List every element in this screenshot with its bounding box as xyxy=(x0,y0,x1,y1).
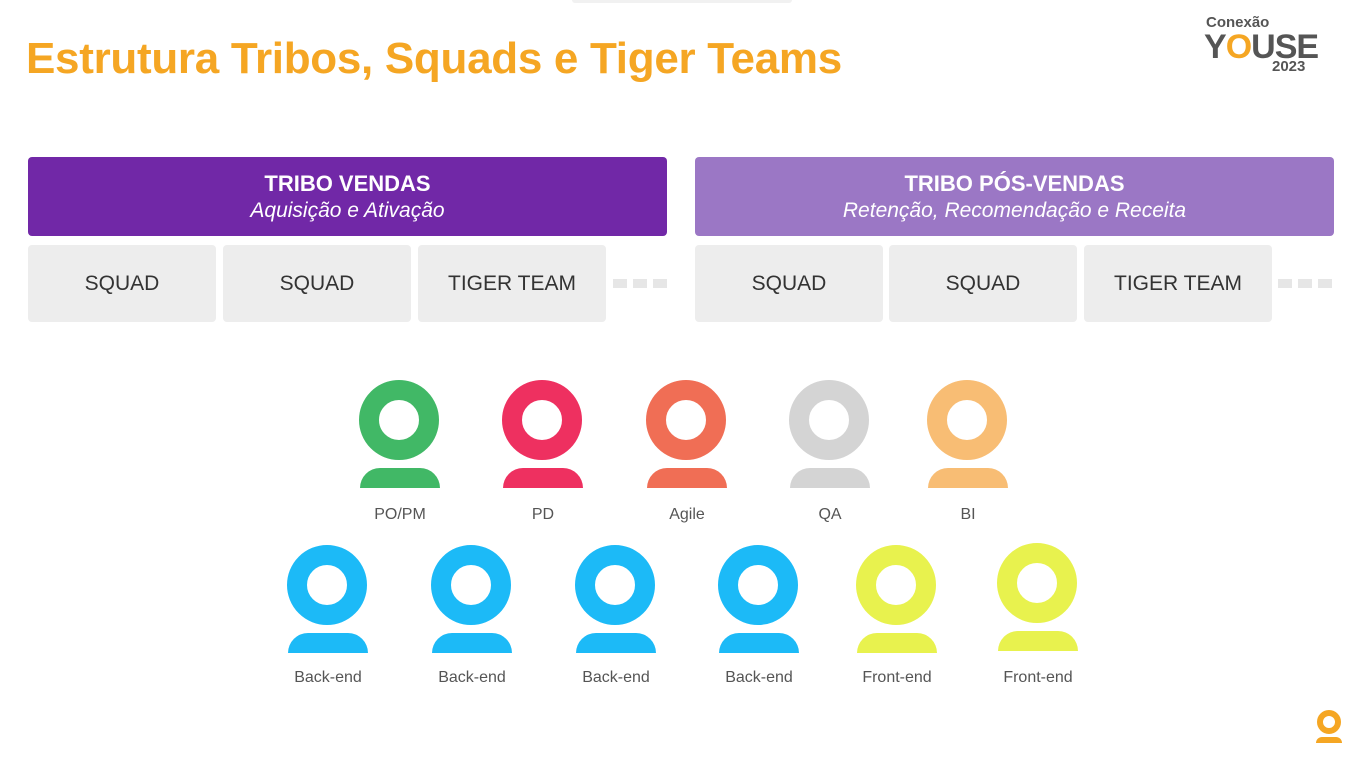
logo-year: 2023 xyxy=(1272,58,1306,75)
person-body-icon xyxy=(503,468,583,488)
squad-box: SQUAD xyxy=(889,245,1077,322)
youse-person-logo-icon xyxy=(1316,710,1342,744)
person-head-icon xyxy=(789,380,869,460)
logo-conexao-text: Conexão xyxy=(1206,14,1270,31)
role-label: QA xyxy=(818,506,842,523)
tiger-team-box: TIGER TEAM xyxy=(1084,245,1272,322)
squad-box: SQUAD xyxy=(223,245,411,322)
person-head-icon xyxy=(287,545,367,625)
more-teams-ellipsis xyxy=(1278,279,1332,288)
logo-word-y: Y xyxy=(1204,28,1227,66)
person-body-icon xyxy=(288,633,368,653)
person-head-icon xyxy=(431,545,511,625)
logo-word-rest: USE xyxy=(1251,28,1319,66)
role-label: Back-end xyxy=(725,669,793,686)
person-head-icon xyxy=(718,545,798,625)
person-body-icon xyxy=(928,468,1008,488)
person-body-icon xyxy=(857,633,937,653)
role-label: Back-end xyxy=(438,669,506,686)
person-head-icon xyxy=(646,380,726,460)
tribe-name: TRIBO VENDAS xyxy=(264,171,431,196)
person-body-icon xyxy=(432,633,512,653)
person-body-icon xyxy=(790,468,870,488)
role-label: Front-end xyxy=(1003,669,1073,686)
squad-box: SQUAD xyxy=(695,245,883,322)
person-back-end: Back-end xyxy=(571,545,661,686)
tribe-pos-vendas-header: TRIBO PÓS-VENDAS Retenção, Recomendação … xyxy=(695,157,1334,236)
person-body-icon xyxy=(998,631,1078,651)
role-label: Agile xyxy=(669,506,705,523)
role-label: BI xyxy=(960,506,976,523)
person-head-icon xyxy=(997,543,1077,623)
person-back-end: Back-end xyxy=(427,545,517,686)
role-label: PO/PM xyxy=(374,506,426,523)
tribe-name: TRIBO PÓS-VENDAS xyxy=(904,171,1125,196)
conexao-youse-logo: Conexão YOUSE 2023 xyxy=(1200,12,1320,82)
person-head-icon xyxy=(856,545,936,625)
person-qa: QA xyxy=(785,380,875,523)
logo-wordmark: YOUSE xyxy=(1204,28,1319,66)
person-head-icon xyxy=(502,380,582,460)
person-body-icon xyxy=(576,633,656,653)
role-label: Back-end xyxy=(294,669,362,686)
person-pd: PD xyxy=(498,380,588,523)
role-label: PD xyxy=(531,506,555,523)
tribe-vendas-header: TRIBO VENDAS Aquisição e Ativação xyxy=(28,157,667,236)
person-front-end: Front-end xyxy=(993,543,1083,686)
person-head-icon xyxy=(359,380,439,460)
person-body-icon xyxy=(647,468,727,488)
tribe-subtitle: Retenção, Recomendação e Receita xyxy=(842,199,1187,222)
person-head-icon xyxy=(927,380,1007,460)
page-title: Estrutura Tribos, Squads e Tiger Teams xyxy=(26,34,842,83)
person-body-icon xyxy=(360,468,440,488)
logo-word-o: O xyxy=(1225,28,1252,66)
person-front-end: Front-end xyxy=(852,545,942,686)
tiger-team-box: TIGER TEAM xyxy=(418,245,606,322)
person-agile: Agile xyxy=(642,380,732,523)
person-back-end: Back-end xyxy=(283,545,373,686)
person-back-end: Back-end xyxy=(714,545,804,686)
tribe-subtitle: Aquisição e Ativação xyxy=(250,199,445,222)
squad-box: SQUAD xyxy=(28,245,216,322)
top-divider xyxy=(572,0,792,3)
person-bi: BI xyxy=(923,380,1013,523)
person-head-icon xyxy=(575,545,655,625)
role-label: Front-end xyxy=(862,669,932,686)
role-label: Back-end xyxy=(582,669,650,686)
person-po-pm: PO/PM xyxy=(355,380,445,523)
more-teams-ellipsis xyxy=(613,279,667,288)
person-body-icon xyxy=(719,633,799,653)
